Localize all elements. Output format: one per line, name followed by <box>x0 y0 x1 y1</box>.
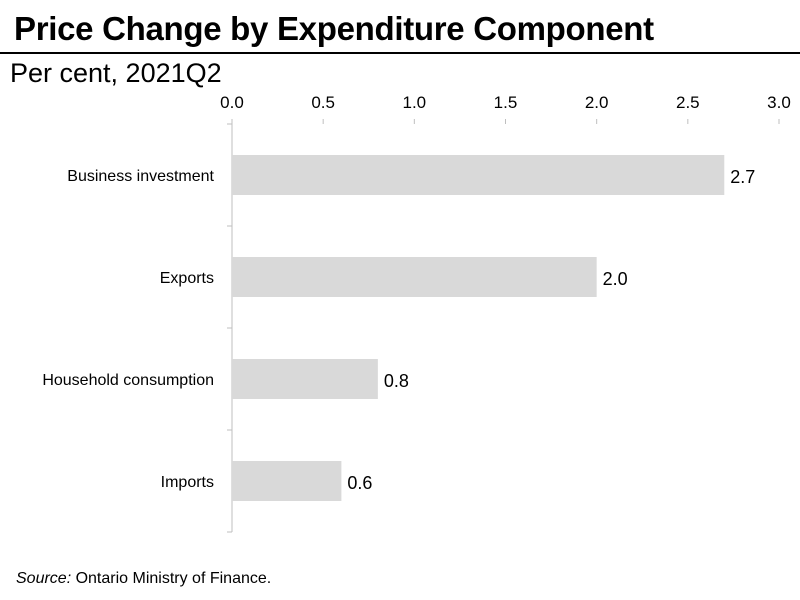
x-tick-label: 1.0 <box>403 93 427 112</box>
chart-subtitle: Per cent, 2021Q2 <box>10 58 222 88</box>
data-label: 0.8 <box>384 371 409 391</box>
bar <box>232 461 342 501</box>
x-tick-label: 0.0 <box>220 93 244 112</box>
data-label: 2.7 <box>730 167 755 187</box>
x-tick-label: 2.0 <box>585 93 609 112</box>
x-tick-label: 0.5 <box>311 93 335 112</box>
x-tick-label: 1.5 <box>494 93 518 112</box>
bar <box>232 257 597 297</box>
source-label: Source: <box>16 570 72 587</box>
chart-title: Price Change by Expenditure Component <box>14 10 654 47</box>
source-note: Source: Ontario Ministry of Finance. <box>16 570 271 588</box>
title-divider <box>0 52 800 54</box>
x-tick-label: 3.0 <box>767 93 791 112</box>
category-label: Household consumption <box>42 372 214 389</box>
data-label: 2.0 <box>603 269 628 289</box>
source-text: Ontario Ministry of Finance. <box>71 570 272 587</box>
category-label: Business investment <box>67 168 214 185</box>
bar <box>232 155 725 195</box>
category-label: Imports <box>161 474 214 491</box>
x-tick-label: 2.5 <box>676 93 700 112</box>
category-label: Exports <box>160 270 214 287</box>
bar <box>232 359 378 399</box>
data-label: 0.6 <box>347 473 372 493</box>
